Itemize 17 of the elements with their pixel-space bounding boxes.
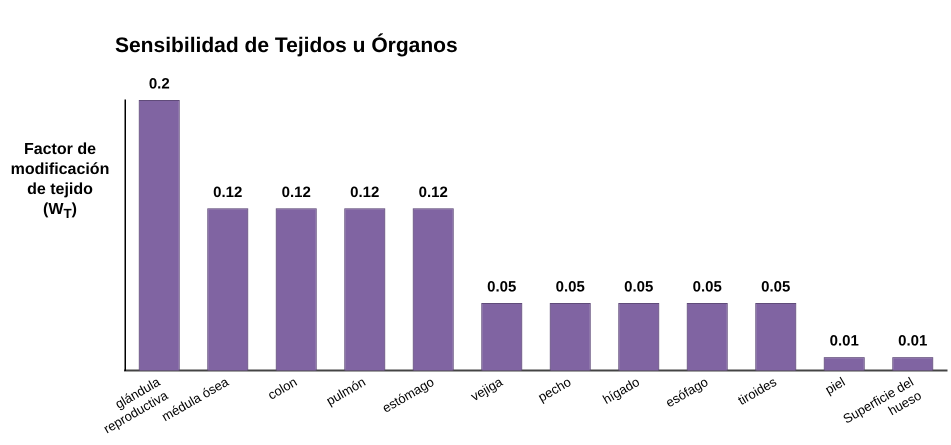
data-label: 0.12 [350, 184, 380, 201]
data-label: 0.05 [692, 278, 722, 296]
x-tick-label: colon [265, 374, 300, 403]
data-label: 0.12 [418, 184, 448, 201]
data-label: 0.05 [624, 278, 654, 296]
data-label: 0.12 [213, 184, 242, 201]
data-label: 0.05 [487, 278, 516, 296]
data-label: 0.05 [761, 278, 790, 296]
chart-title: Sensibilidad de Tejidos u Órganos [115, 34, 458, 58]
data-label: 0.01 [830, 332, 859, 350]
x-tick-label: piel [822, 374, 848, 398]
data-label: 0.01 [898, 332, 928, 350]
data-label: 0.12 [282, 184, 311, 201]
x-tick-label: vejiga [468, 374, 506, 404]
data-label: 0.2 [148, 76, 170, 93]
y-axis-title: Factor de modificación de tejido (W$_{T}$) [10, 140, 110, 224]
data-label: 0.05 [556, 278, 585, 296]
